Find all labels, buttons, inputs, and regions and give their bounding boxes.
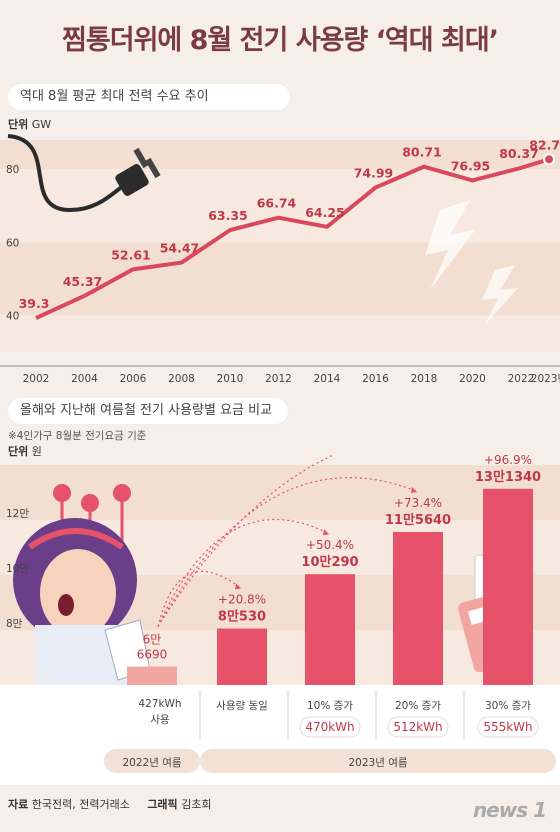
line-value-label: 45.37 [63, 274, 103, 289]
comparison-arc [157, 518, 329, 627]
line-value-label: 80.71 [402, 145, 442, 160]
group-2022-label: 2022년 여름 [122, 757, 181, 769]
bar-change-label: +20.8% [218, 593, 266, 607]
page-title: 찜통더위에 8월 전기 사용량 ‘역대 최대’ [62, 25, 499, 56]
comparison-arrow [323, 529, 329, 536]
bar-change-label: +73.4% [394, 496, 442, 510]
line-section-title: 역대 8월 평균 최대 전력 수요 추이 [8, 84, 290, 110]
news1-logo: news 1 [472, 798, 547, 822]
line-grid-band [0, 242, 560, 316]
bar-value-label: 13만1340 [475, 469, 541, 485]
bar-category-label: 20% 증가 [395, 700, 441, 712]
bar-value-label: 10만290 [301, 554, 358, 570]
line-x-tick-label: 2016 [362, 373, 389, 385]
group-2022-pill [104, 749, 200, 773]
line-x-tick-label: 2010 [217, 373, 244, 385]
bar-value-label: 6만 [143, 633, 162, 647]
fee-bar [305, 574, 355, 685]
source-credit: 자료 한국전력, 전력거래소 그래픽 김초희 [8, 798, 212, 811]
bar-change-label: +96.9% [484, 455, 532, 467]
bar-category-label: 10% 증가 [307, 700, 353, 712]
line-x-tick-label: 2002 [23, 373, 50, 385]
bar-category-label: 30% 증가 [485, 700, 531, 712]
demand-line [35, 157, 550, 320]
bar-value-label: 8만530 [218, 609, 266, 625]
bar-y-tick-label: 10만 [6, 563, 29, 575]
bar-unit-label: 단위 원 [8, 445, 42, 458]
line-value-label: 39.3 [19, 296, 50, 311]
line-x-tick-label: 2014 [314, 373, 341, 385]
kwh-label: 555kWh [483, 720, 532, 734]
line-y-tick-label: 60 [6, 237, 19, 249]
kwh-pill [299, 716, 361, 738]
line-grid-band [0, 315, 560, 352]
comparison-arrow [411, 486, 417, 493]
kwh-label: 470kWh [305, 720, 354, 734]
group-2023-label: 2023년 여름 [348, 757, 407, 769]
line-value-label: 80.37 [499, 146, 539, 161]
line-y-tick-label: 80 [6, 164, 19, 176]
line-value-label: 74.99 [354, 166, 394, 181]
line-value-label: 63.35 [208, 208, 248, 223]
line-value-label: 66.74 [257, 196, 297, 211]
bar-section-title: 올해와 지난해 여름철 전기 사용량별 요금 비교 [8, 398, 288, 424]
bar-note: ※4인가구 8월분 전기요금 기준 [8, 430, 147, 442]
kwh-pill [387, 716, 449, 738]
line-grid-band [0, 140, 560, 170]
line-value-label: 52.61 [111, 247, 151, 262]
line-x-tick-label: 2008 [168, 373, 195, 385]
line-x-tick-label: 2023년 [531, 373, 560, 385]
bar-value-label: 6690 [137, 648, 168, 662]
bar-category-label: 427kWh [138, 698, 181, 710]
bar-category-label: 사용량 동일 [216, 699, 268, 712]
fee-bar [393, 531, 443, 685]
line-value-label: 82.73 [529, 137, 560, 152]
bar-category-label: 사용 [150, 714, 170, 726]
surprised-person-illustration [13, 518, 151, 685]
comparison-arc [157, 455, 336, 627]
line-unit-label: 단위 GW [8, 118, 52, 131]
line-x-tick-label: 2018 [411, 373, 438, 385]
line-x-tick-label: 2012 [265, 373, 292, 385]
kwh-label: 512kWh [393, 720, 442, 734]
latest-point [543, 153, 555, 166]
line-value-label: 76.95 [451, 158, 491, 173]
line-value-label: 64.25 [305, 205, 345, 220]
comparison-arrow [235, 583, 241, 590]
fee-bar [127, 666, 177, 685]
bar-y-tick-label: 8만 [6, 618, 23, 630]
line-x-tick-label: 2020 [459, 373, 486, 385]
line-x-tick-label: 2006 [120, 373, 147, 385]
fee-bar [483, 488, 533, 685]
plug-icon [7, 134, 161, 213]
fee-bar [217, 628, 267, 685]
bar-y-tick-label: 12만 [6, 508, 29, 520]
bar-value-label: 11만5640 [385, 512, 451, 528]
line-x-tick-label: 2004 [71, 373, 98, 385]
line-chart: 40 60 80 39.3 45.37 52.61 54.47 63.35 66.74 64.2… [0, 134, 560, 385]
bar-change-label: +50.4% [306, 538, 354, 552]
line-value-label: 54.47 [160, 241, 200, 256]
line-x-tick-label: 2022 [508, 373, 535, 385]
lightning-icon [425, 200, 518, 325]
kwh-pill [477, 716, 539, 738]
group-2023-pill [200, 749, 556, 773]
line-y-tick-label: 40 [6, 310, 19, 322]
